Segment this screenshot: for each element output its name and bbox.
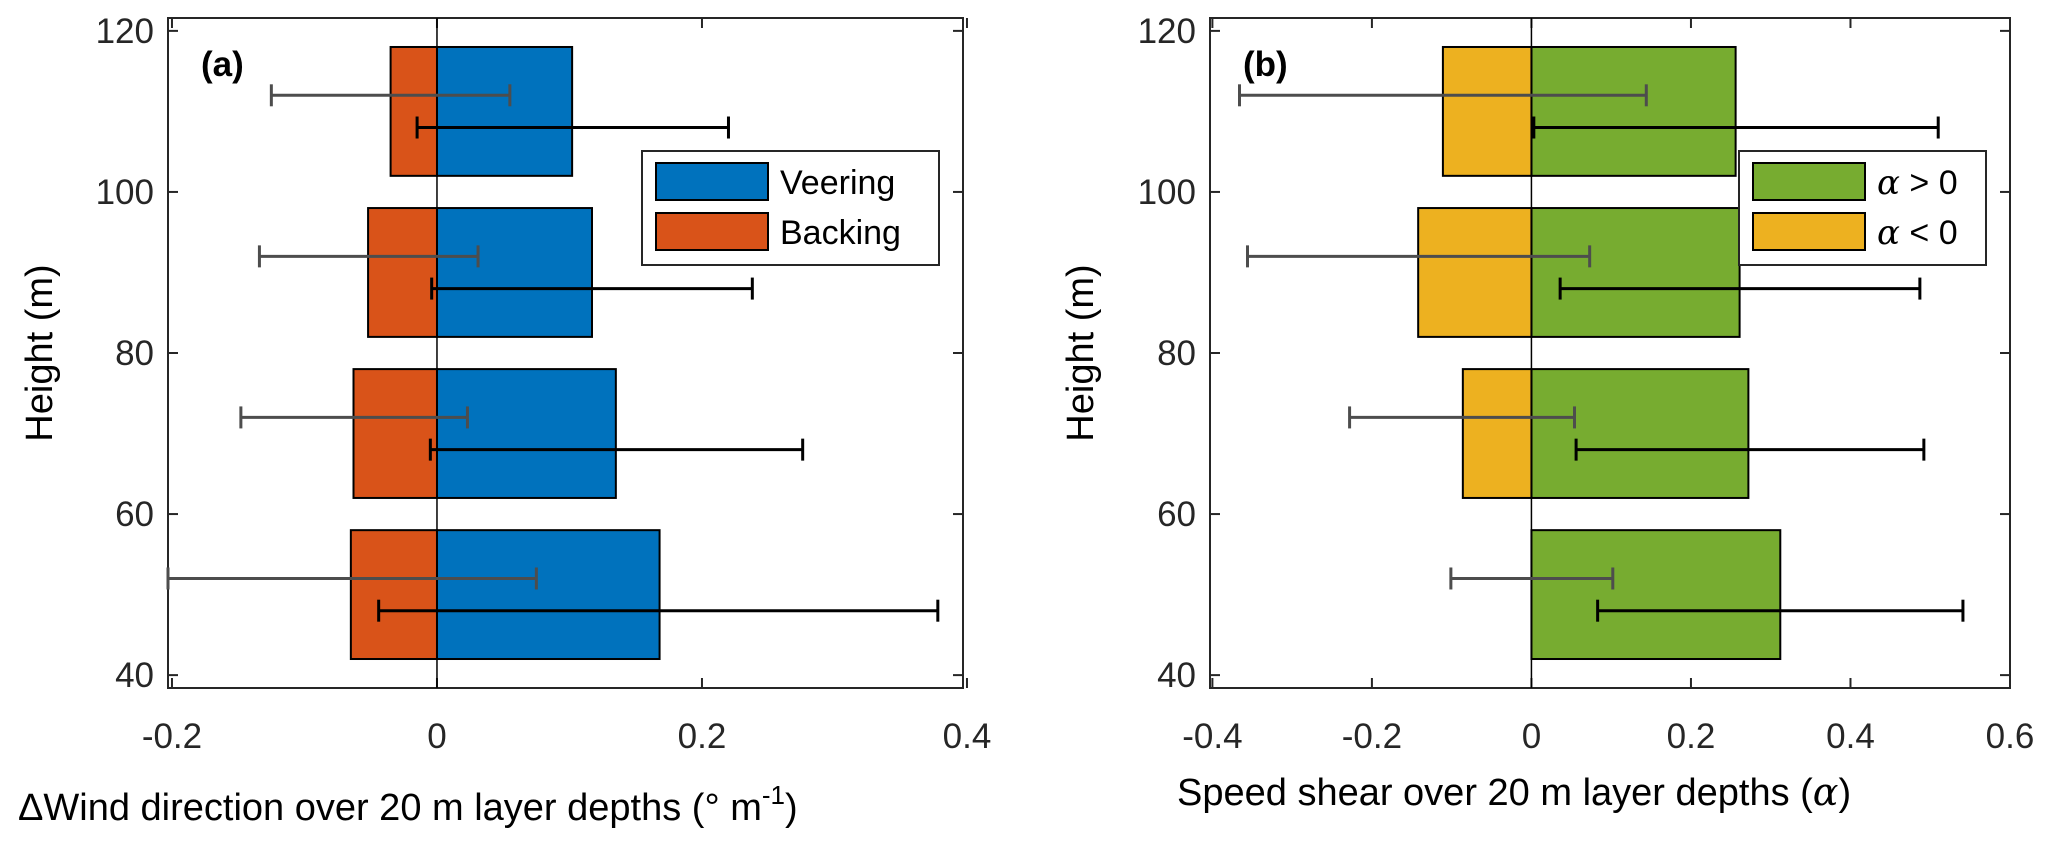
x-axis-label-end: ) bbox=[1838, 772, 1851, 814]
alpha-symbol: α bbox=[1877, 213, 1900, 253]
x-tick-label: -0.2 bbox=[1342, 717, 1402, 756]
x-tick-label: -0.4 bbox=[1182, 717, 1242, 756]
legend-entry: α < 0 bbox=[1877, 213, 1958, 253]
bar--0 bbox=[1530, 45, 1737, 177]
bar--0 bbox=[1417, 207, 1533, 338]
x-axis-label-end: ) bbox=[785, 787, 798, 829]
y-tick-label: 80 bbox=[115, 334, 154, 373]
bar-backing bbox=[367, 207, 438, 338]
x-axis-label: ΔWind direction over 20 m layer depths (… bbox=[18, 780, 798, 829]
legend-entry: Backing bbox=[780, 214, 901, 252]
y-axis-label: Height (m) bbox=[1060, 264, 1102, 441]
bar-backing bbox=[349, 529, 438, 661]
x-tick-label: 0 bbox=[1522, 717, 1541, 756]
legend: α > 0α < 0 bbox=[1738, 150, 1987, 266]
x-axis-label-main: ΔWind direction over 20 m layer depths (… bbox=[18, 787, 762, 829]
x-axis-label: Speed shear over 20 m layer depths (α) bbox=[1177, 770, 1851, 814]
x-axis-label-main: Speed shear over 20 m layer depths ( bbox=[1177, 772, 1813, 814]
legend-entry: Veering bbox=[780, 164, 895, 202]
x-tick-label: 0.2 bbox=[1667, 717, 1716, 756]
y-tick-label: 60 bbox=[115, 495, 154, 534]
bar-backing bbox=[352, 368, 438, 499]
bar-veering bbox=[435, 529, 661, 661]
legend-swatch bbox=[655, 212, 769, 251]
y-tick-label: 60 bbox=[1157, 495, 1196, 534]
bar-veering bbox=[435, 207, 593, 338]
panel-label: (b) bbox=[1243, 45, 1288, 84]
panel-label: (a) bbox=[201, 45, 244, 84]
bar-backing bbox=[389, 45, 438, 177]
bar--0 bbox=[1441, 45, 1533, 177]
legend-entry-text: < 0 bbox=[1900, 214, 1958, 252]
y-tick-label: 100 bbox=[1138, 173, 1196, 212]
x-axis-label-sup: -1 bbox=[762, 780, 785, 810]
legend-entry-text: > 0 bbox=[1900, 164, 1958, 202]
legend: Veering Backing bbox=[641, 150, 940, 266]
bar-veering bbox=[435, 368, 617, 499]
x-tick-label: 0 bbox=[427, 717, 446, 756]
y-tick-label: 40 bbox=[1157, 656, 1196, 695]
y-tick-label: 120 bbox=[96, 12, 154, 51]
y-tick-label: 100 bbox=[96, 173, 154, 212]
panel-a: -0.2 0 0.2 0.4 40 60 80 100 120 (a) Veering Backing… bbox=[18, 12, 991, 829]
y-tick-label: 120 bbox=[1138, 12, 1196, 51]
legend-swatch bbox=[655, 162, 769, 201]
x-tick-label: 0.2 bbox=[678, 717, 727, 756]
bar--0 bbox=[1461, 368, 1533, 499]
legend-swatch bbox=[1752, 212, 1866, 251]
bar--0 bbox=[1530, 529, 1782, 661]
bar--0 bbox=[1530, 207, 1741, 338]
alpha-symbol: α bbox=[1813, 770, 1839, 814]
alpha-symbol: α bbox=[1877, 163, 1900, 203]
x-tick-label: 0.4 bbox=[1826, 717, 1875, 756]
bar--0 bbox=[1530, 368, 1750, 499]
y-axis-label: Height (m) bbox=[19, 264, 61, 441]
bar-veering bbox=[435, 45, 574, 177]
y-tick-label: 80 bbox=[1157, 334, 1196, 373]
legend-swatch bbox=[1752, 162, 1866, 201]
legend-entry: α > 0 bbox=[1877, 163, 1958, 203]
x-tick-label: 0.6 bbox=[1986, 717, 2035, 756]
x-tick-label: 0.4 bbox=[943, 717, 992, 756]
x-tick-label: -0.2 bbox=[142, 717, 202, 756]
y-tick-label: 40 bbox=[115, 656, 154, 695]
